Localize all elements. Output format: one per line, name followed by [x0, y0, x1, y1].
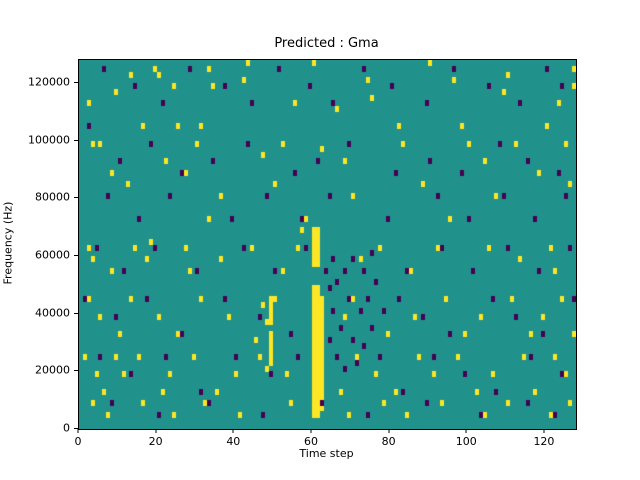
x-tick: [543, 429, 545, 433]
y-tick-label: 120000: [28, 75, 70, 89]
x-tick: [310, 429, 312, 433]
x-tick-label: 80: [381, 435, 396, 448]
x-tick-label: 40: [226, 435, 241, 448]
x-tick: [465, 429, 467, 433]
x-tick: [77, 429, 79, 433]
x-tick: [232, 429, 234, 433]
x-tick-label: 20: [148, 435, 163, 448]
chart-title: Predicted : Gma: [274, 36, 379, 51]
heatmap-canvas: [79, 60, 576, 429]
y-tick-label: 40000: [35, 306, 70, 320]
y-tick: [74, 428, 78, 429]
y-tick: [74, 197, 78, 199]
y-tick-label: 60000: [35, 248, 70, 262]
x-tick-label: 120: [533, 435, 555, 448]
y-axis-ticks: 0 20000 40000 60000 80000 100000 120000: [0, 59, 78, 435]
y-tick: [74, 82, 78, 84]
x-axis-label: Time step: [299, 447, 354, 460]
y-tick: [74, 255, 78, 257]
plot-area: [78, 59, 577, 430]
y-tick-label: 100000: [28, 133, 70, 147]
y-tick-label: 80000: [35, 190, 70, 204]
x-axis-ticks: 0 20 40 60 80 100 120: [74, 429, 577, 453]
y-tick: [74, 312, 78, 314]
y-axis-label: Frequency (Hz): [1, 201, 15, 285]
x-tick: [155, 429, 157, 433]
x-tick-label: 60: [303, 435, 318, 448]
x-tick-label: 0: [74, 435, 82, 448]
x-tick: [388, 429, 390, 433]
y-tick-label: 0: [63, 421, 70, 435]
y-tick-label: 20000: [35, 363, 70, 377]
y-tick: [74, 139, 78, 141]
x-tick-label: 100: [455, 435, 477, 448]
y-tick: [74, 370, 78, 372]
